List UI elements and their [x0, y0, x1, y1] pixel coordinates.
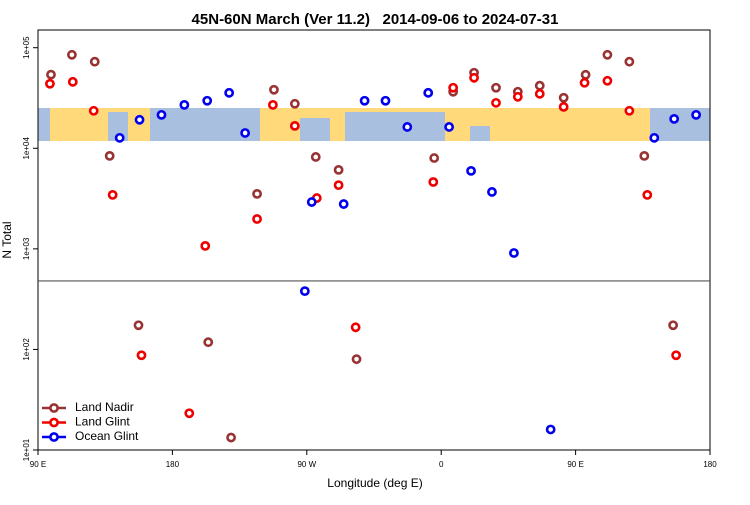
- data-point: [649, 132, 660, 143]
- ocean-patch: [650, 108, 710, 141]
- data-point: [351, 354, 362, 365]
- ocean-patch: [470, 126, 490, 141]
- data-point: [671, 350, 682, 361]
- data-point: [338, 199, 349, 209]
- data-point: [624, 56, 635, 67]
- data-point: [428, 177, 439, 187]
- data-point: [224, 87, 235, 98]
- data-point: [545, 424, 556, 435]
- data-point: [466, 165, 476, 176]
- y-tick-label: 1e+03: [22, 237, 31, 260]
- data-point: [558, 101, 569, 112]
- data-point: [136, 350, 147, 361]
- data-point: [668, 320, 679, 331]
- data-point: [602, 75, 613, 86]
- data-point: [107, 189, 118, 200]
- data-point: [423, 87, 434, 98]
- x-tick-label: 90 E: [30, 460, 46, 469]
- data-point: [380, 95, 391, 106]
- data-point: [240, 128, 251, 138]
- data-point: [89, 56, 100, 67]
- data-point: [184, 408, 195, 419]
- data-point: [289, 98, 300, 109]
- data-point: [487, 187, 497, 197]
- data-point: [359, 95, 370, 106]
- data-point: [66, 49, 77, 60]
- x-axis-label: Longitude (deg E): [327, 476, 422, 490]
- legend-marker: [49, 417, 59, 428]
- data-point: [444, 122, 455, 132]
- data-point: [202, 95, 213, 106]
- data-point: [512, 91, 523, 102]
- x-tick-label: 180: [166, 460, 180, 469]
- legend-label: Land Glint: [75, 415, 130, 429]
- ocean-patch: [345, 112, 445, 141]
- data-point: [88, 105, 99, 116]
- map-strip: [38, 108, 710, 141]
- data-point: [642, 189, 653, 200]
- x-tick-label: 90 E: [567, 460, 583, 469]
- data-point: [299, 286, 310, 297]
- data-point: [46, 69, 56, 80]
- data-point: [469, 72, 479, 83]
- data-point: [104, 150, 115, 161]
- legend-label: Land Nadir: [75, 400, 134, 414]
- y-tick-label: 1e+01: [22, 438, 31, 461]
- y-tick-label: 1e+05: [22, 36, 31, 59]
- data-point: [203, 337, 214, 348]
- legend-marker: [49, 403, 59, 413]
- data-point: [639, 150, 650, 161]
- data-point: [226, 432, 236, 443]
- data-point: [269, 84, 279, 95]
- data-point: [333, 164, 344, 175]
- ocean-patch: [38, 108, 50, 141]
- data-point: [534, 80, 545, 91]
- legend-marker: [49, 432, 59, 442]
- data-point: [580, 69, 591, 80]
- y-axis-label: N Total: [0, 221, 14, 258]
- ocean-patch: [300, 118, 330, 141]
- data-point: [268, 99, 278, 110]
- data-point: [179, 99, 190, 110]
- data-point: [133, 320, 144, 331]
- data-point: [602, 49, 613, 60]
- data-point: [289, 120, 300, 131]
- chart-title: 45N-60N March (Ver 11.2) 2014-09-06 to 2…: [192, 11, 559, 28]
- data-point: [67, 76, 78, 87]
- plot-frame: [37, 29, 711, 451]
- data-point: [350, 322, 361, 333]
- data-point: [200, 240, 211, 251]
- y-tick-label: 1e+02: [22, 338, 31, 361]
- data-point: [691, 109, 702, 120]
- data-point: [448, 82, 459, 93]
- data-point: [579, 77, 590, 88]
- data-point: [114, 132, 125, 143]
- legend-label: Ocean Glint: [75, 429, 139, 443]
- data-point: [429, 153, 440, 163]
- data-point: [45, 78, 55, 89]
- data-point: [624, 105, 635, 116]
- data-point: [558, 92, 569, 103]
- data-point: [402, 122, 413, 132]
- data-point: [252, 214, 262, 224]
- ocean-patch: [108, 112, 128, 141]
- data-point: [534, 88, 545, 99]
- data-point: [156, 109, 167, 120]
- data-point: [333, 180, 344, 191]
- data-point: [252, 188, 262, 199]
- data-point: [491, 97, 501, 108]
- data-point: [134, 114, 145, 125]
- y-tick-label: 1e+04: [22, 136, 31, 159]
- x-tick-label: 180: [703, 460, 717, 469]
- x-tick-label: 90 W: [297, 460, 316, 469]
- data-point: [310, 152, 321, 162]
- data-point: [491, 82, 501, 93]
- data-point: [306, 197, 317, 207]
- data-point: [669, 113, 680, 124]
- x-tick-label: 0: [439, 460, 444, 469]
- data-point: [509, 248, 519, 258]
